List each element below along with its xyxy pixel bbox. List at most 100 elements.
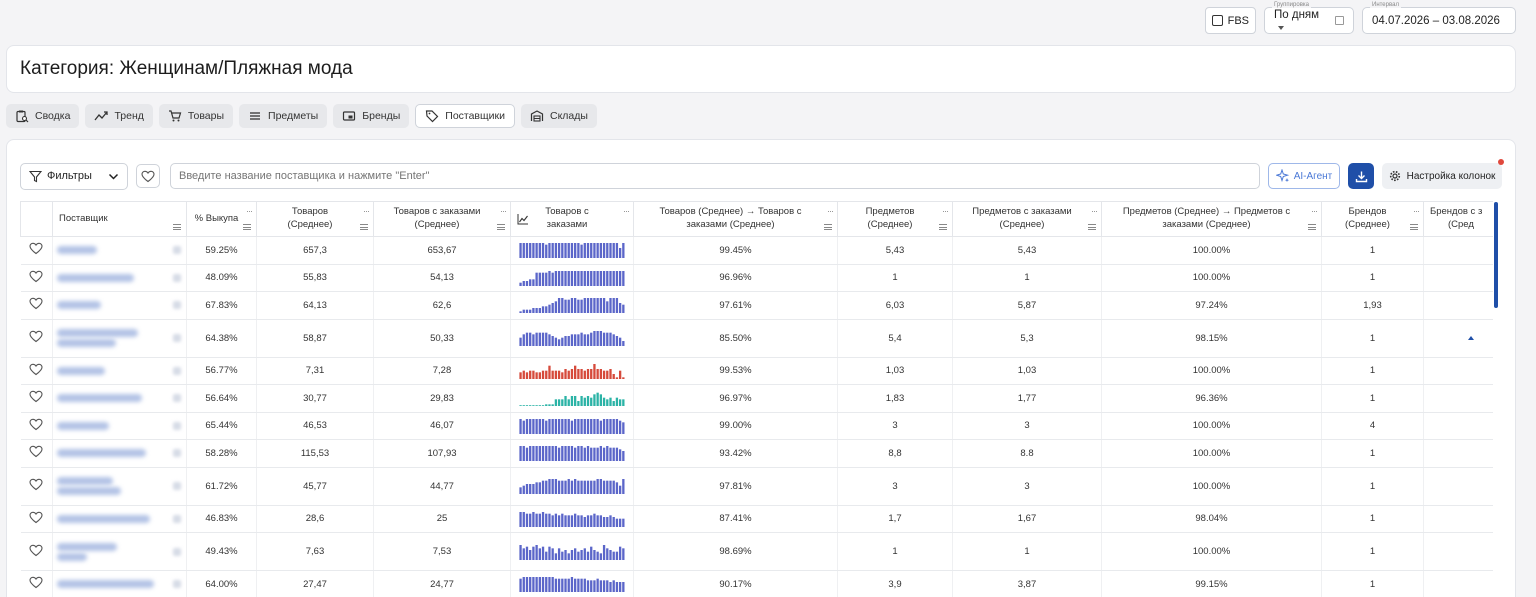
- sparkline-bar: [574, 418, 577, 434]
- header-goods-orders-chart[interactable]: Товаров с заказами ···: [510, 201, 634, 237]
- supplier-search-input[interactable]: [170, 163, 1260, 189]
- vertical-scrollbar[interactable]: [1494, 202, 1498, 308]
- supplier-name-redacted[interactable]: [52, 412, 187, 440]
- tab-warehouses[interactable]: Склады: [520, 104, 597, 128]
- supplier-name-redacted[interactable]: [52, 570, 187, 597]
- table-row[interactable]: 64.38% 58,87 50,33 85.50% 5,4 5,3 98.15% 1: [20, 319, 1493, 358]
- favorite-toggle[interactable]: [20, 505, 53, 533]
- menu-icon[interactable]: [243, 224, 251, 230]
- supplier-name-redacted[interactable]: [52, 505, 187, 533]
- filters-button[interactable]: Фильтры: [20, 162, 128, 190]
- table-row[interactable]: 61.72% 45,77 44,77 97.81% 3 3 100.00% 1: [20, 467, 1493, 506]
- supplier-name-redacted[interactable]: [52, 291, 187, 320]
- sparkline-bar: [606, 243, 609, 259]
- supplier-name-redacted[interactable]: [52, 384, 187, 413]
- menu-icon[interactable]: [360, 224, 368, 230]
- more-icon[interactable]: ···: [827, 206, 834, 216]
- tab-suppliers[interactable]: Поставщики: [415, 104, 515, 128]
- table-row[interactable]: 56.77% 7,31 7,28 99.53% 1,03 1,03 100.00% 1: [20, 357, 1493, 385]
- menu-icon[interactable]: [939, 224, 947, 230]
- menu-icon[interactable]: [1308, 224, 1316, 230]
- more-icon[interactable]: ···: [1091, 206, 1098, 216]
- tab-trend[interactable]: Тренд: [85, 104, 153, 128]
- header-subjects-orders[interactable]: Предметов с заказами (Среднее) ···: [952, 201, 1102, 237]
- supplier-name-redacted[interactable]: [52, 264, 187, 292]
- cell-subjects-orders: 3: [952, 467, 1102, 506]
- favorite-toggle[interactable]: [20, 291, 53, 320]
- sparkline-bar: [532, 243, 535, 259]
- supplier-name-redacted[interactable]: [52, 439, 187, 468]
- cell-goods: 115,53: [256, 439, 374, 468]
- table-row[interactable]: 65.44% 46,53 46,07 99.00% 3 3 100.00% 4: [20, 412, 1493, 440]
- grouping-select[interactable]: Группировка По дням: [1264, 2, 1354, 34]
- menu-icon[interactable]: [1410, 224, 1418, 230]
- ai-agent-button[interactable]: AI-Агент: [1268, 163, 1340, 189]
- header-subjects[interactable]: Предметов (Среднее) ···: [837, 201, 953, 237]
- tab-brands[interactable]: Бренды: [333, 104, 410, 128]
- header-brands[interactable]: Брендов (Среднее) ···: [1321, 201, 1424, 237]
- download-button[interactable]: [1348, 163, 1374, 189]
- menu-icon[interactable]: [1088, 224, 1096, 230]
- more-icon[interactable]: ···: [1311, 206, 1318, 216]
- sparkline-bar: [570, 298, 574, 314]
- tab-summary[interactable]: Сводка: [6, 104, 80, 128]
- supplier-name-redacted[interactable]: [52, 357, 187, 385]
- scroll-up-icon[interactable]: [1468, 336, 1474, 340]
- favorite-toggle[interactable]: [20, 570, 53, 597]
- sparkline-chart: [519, 298, 625, 314]
- interval-field[interactable]: Интервал 04.07.2026 – 03.08.2026: [1362, 2, 1516, 34]
- favorite-toggle[interactable]: [20, 319, 53, 358]
- menu-icon[interactable]: [497, 224, 505, 230]
- favorites-button[interactable]: [136, 164, 160, 188]
- favorite-toggle[interactable]: [20, 264, 53, 292]
- favorite-toggle[interactable]: [20, 467, 53, 506]
- tag-icon: [426, 110, 439, 123]
- more-icon[interactable]: ···: [623, 206, 630, 216]
- more-icon[interactable]: ···: [1413, 206, 1420, 216]
- table-row[interactable]: 46.83% 28,6 25 87.41% 1,7 1,67 98.04% 1: [20, 505, 1493, 533]
- favorite-toggle[interactable]: [20, 236, 53, 265]
- cell-subjects-orders: 3,87: [952, 570, 1102, 597]
- menu-icon[interactable]: [173, 224, 181, 230]
- header-goods-orders[interactable]: Товаров с заказами (Среднее) ···: [373, 201, 511, 237]
- more-icon[interactable]: ···: [500, 206, 507, 216]
- table-row[interactable]: 59.25% 657,3 653,67 99.45% 5,43 5,43 100.00% 1: [20, 236, 1493, 265]
- table-row[interactable]: 58.28% 115,53 107,93 93.42% 8,8 8.8 100.00% 1: [20, 439, 1493, 468]
- favorite-toggle[interactable]: [20, 439, 53, 468]
- cell-subjects-ratio: 97.24%: [1101, 291, 1322, 320]
- tab-goods[interactable]: Товары: [158, 104, 234, 128]
- fbs-checkbox[interactable]: FBS: [1204, 7, 1256, 34]
- supplier-name-redacted[interactable]: [52, 236, 187, 265]
- table-row[interactable]: 56.64% 30,77 29,83 96.97% 1,83 1,77 96.36% 1: [20, 384, 1493, 413]
- header-buyout[interactable]: % Выкупа ···: [186, 201, 257, 237]
- sparkline-bar: [541, 577, 545, 593]
- table-row[interactable]: 49.43% 7,63 7,53 98.69% 1 1 100.00% 1: [20, 532, 1493, 571]
- header-supplier[interactable]: Поставщик: [52, 201, 187, 237]
- supplier-name-redacted[interactable]: [52, 319, 187, 358]
- menu-icon[interactable]: [824, 224, 832, 230]
- sparkline-bar: [593, 549, 596, 560]
- header-goods-avg[interactable]: Товаров (Среднее) ···: [256, 201, 374, 237]
- header-goods-ratio[interactable]: Товаров (Среднее) → Товаров с заказами (С…: [633, 201, 838, 237]
- orders-sparkline: [510, 319, 634, 358]
- more-icon[interactable]: ···: [363, 206, 370, 216]
- column-settings-button[interactable]: Настройка колонок: [1382, 159, 1504, 189]
- sparkline-bar: [583, 298, 586, 314]
- tab-subjects[interactable]: Предметы: [239, 104, 328, 128]
- header-brands-orders[interactable]: Брендов с з (Сред: [1423, 201, 1493, 237]
- supplier-name-redacted[interactable]: [52, 532, 187, 571]
- table-row[interactable]: 64.00% 27,47 24,77 90.17% 3,9 3,87 99.15% 1: [20, 570, 1493, 597]
- sparkle-icon: [1275, 169, 1289, 183]
- more-icon[interactable]: ···: [246, 206, 253, 216]
- more-icon[interactable]: ···: [942, 206, 949, 216]
- favorite-toggle[interactable]: [20, 357, 53, 385]
- sparkline-bar: [590, 397, 593, 407]
- supplier-name-redacted[interactable]: [52, 467, 187, 506]
- header-subjects-ratio[interactable]: Предметов (Среднее) → Предметов с заказам…: [1101, 201, 1322, 237]
- table-row[interactable]: 48.09% 55,83 54,13 96.96% 1 1 100.00% 1: [20, 264, 1493, 292]
- favorite-toggle[interactable]: [20, 384, 53, 413]
- favorite-toggle[interactable]: [20, 412, 53, 440]
- favorite-toggle[interactable]: [20, 532, 53, 571]
- sparkline-bar: [570, 549, 574, 560]
